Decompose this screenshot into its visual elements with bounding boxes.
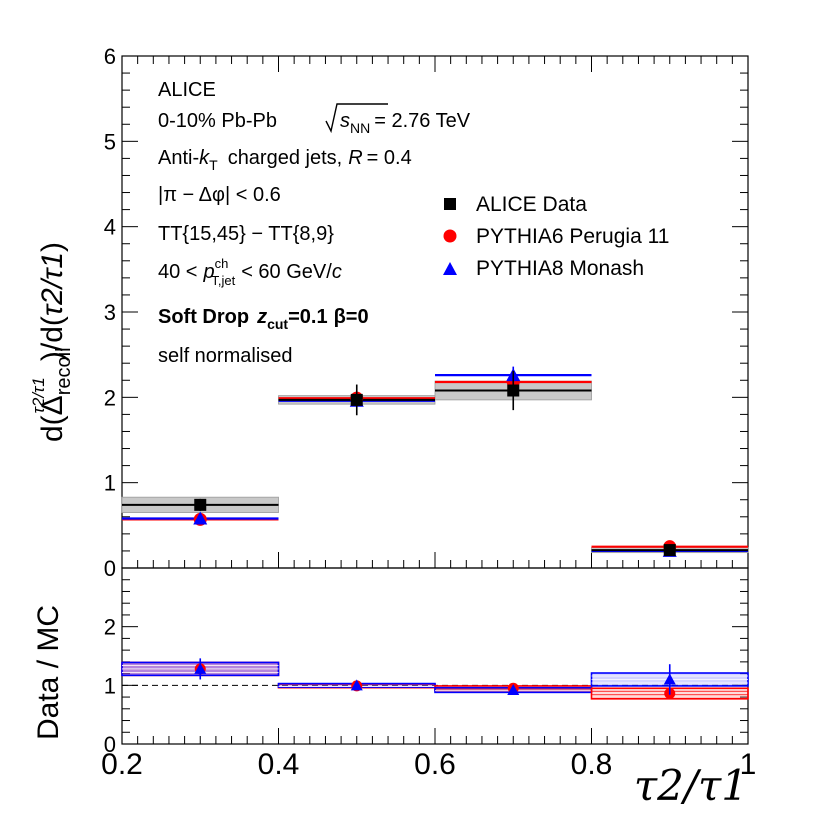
annotation-system: 0-10% Pb-Pb xyxy=(158,110,277,132)
bottom-y-tick-label: 0 xyxy=(104,732,116,757)
bottom-plot-frame xyxy=(121,567,749,745)
data-point xyxy=(350,393,363,406)
top-y-tick-label: 4 xyxy=(104,215,116,240)
bottom-y-tick-label: 1 xyxy=(104,673,116,698)
annotation-block: ALICE 0-10% Pb-Pb sNN = 2.76 TeV Anti-kT c… xyxy=(158,79,471,367)
annotation-phi-cut: |π − Δφ| < 0.6 xyxy=(158,184,281,206)
annotation-grooming: Soft Drop zcut=0.1 β=0 xyxy=(158,306,369,332)
annotation-system-energy: 0-10% Pb-Pb xyxy=(158,110,277,132)
legend-label-pythia8: PYTHIA8 Monash xyxy=(476,257,644,280)
legend-label-pythia6: PYTHIA6 Perugia 11 xyxy=(476,225,669,248)
data-point xyxy=(194,498,207,511)
ratio-pythia8-point xyxy=(194,662,207,674)
legend: ALICE Data PYTHIA6 Perugia 11 PYTHIA8 Mo… xyxy=(443,193,669,280)
annotation-experiment: ALICE xyxy=(158,79,216,101)
x-tick-label: 0.2 xyxy=(101,748,143,781)
legend-label-alice-data: ALICE Data xyxy=(476,193,587,216)
top-panel: 0 1 2 3 4 5 6 xyxy=(104,44,749,581)
x-axis-title: τ2/τ1 xyxy=(634,761,748,810)
annotation-jets: Anti-kT charged jets, R = 0.4 xyxy=(158,147,412,173)
x-tick-label: 0.8 xyxy=(571,748,613,781)
x-tick-label: 0.6 xyxy=(414,748,456,781)
top-y-tick-label: 3 xyxy=(104,300,116,325)
annotation-tt-selection: TT{15,45} − TT{8,9} xyxy=(158,223,334,245)
legend-marker-pythia8 xyxy=(443,262,457,275)
top-y-tick-label: 2 xyxy=(104,385,116,410)
ratio-pythia8-point xyxy=(663,673,676,685)
x-tick-label: 1 xyxy=(740,748,757,781)
legend-marker-alice-data xyxy=(444,198,456,210)
annotation-normalisation: self normalised xyxy=(158,345,293,367)
annotation-energy: sNN = 2.76 TeV xyxy=(340,110,471,136)
ratio-pythia8-point xyxy=(350,679,363,691)
pythia8-point xyxy=(193,511,208,525)
top-y-axis-title: d(Δrecoilτ2/τ1)/d(τ2/τ1) xyxy=(29,242,75,442)
x-tick-label: 0.4 xyxy=(258,748,300,781)
sqrt-sign-icon xyxy=(325,103,388,134)
bottom-panel: 0 1 2 0.2 0.4 0.6 0.8 1 xyxy=(101,567,757,781)
bottom-y-axis-title: Data / MC xyxy=(32,605,65,740)
data-point xyxy=(507,384,520,397)
bottom-y-tick-label: 2 xyxy=(104,615,116,640)
data-point xyxy=(663,544,676,557)
legend-marker-pythia6 xyxy=(443,229,457,243)
top-y-tick-label: 1 xyxy=(104,471,116,496)
top-y-tick-label: 5 xyxy=(104,129,116,154)
top-y-tick-label: 0 xyxy=(104,556,116,581)
ratio-pythia8-point xyxy=(507,684,520,696)
annotation-pt-range: 40 < pch T,jet < 60 GeV/c xyxy=(158,256,342,288)
top-y-tick-label: 6 xyxy=(104,44,116,69)
